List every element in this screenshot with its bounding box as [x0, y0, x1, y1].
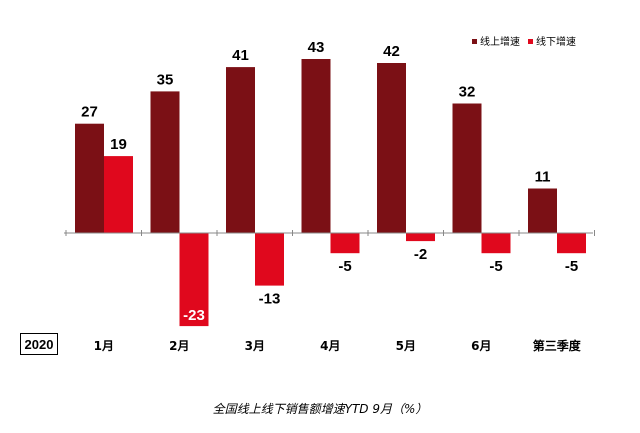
bar-online-6	[452, 103, 482, 233]
bar-offline-7	[557, 233, 586, 254]
value-label-offline-6: -5	[489, 258, 502, 275]
bar-online-5	[377, 63, 406, 233]
category-label-5月: 5月	[396, 339, 416, 353]
value-label-online-3: 41	[232, 47, 249, 64]
category-label-6月: 6月	[471, 339, 491, 353]
value-label-offline-7: -5	[565, 258, 578, 275]
chart-caption: 全国线上线下销售额增速YTD 9月（%）	[212, 402, 428, 416]
category-label-4月: 4月	[320, 339, 340, 353]
bar-online-4	[301, 59, 331, 233]
legend-offline-label: 线下增速	[536, 35, 576, 48]
category-label-1月: 1月	[94, 339, 114, 353]
legend-online-label: 线上增速	[480, 35, 520, 48]
bar-offline-2	[179, 233, 209, 327]
value-label-offline-5: -2	[414, 246, 427, 263]
bar-offline-3	[255, 233, 284, 286]
category-label-第三季度: 第三季度	[533, 338, 582, 353]
bar-offline-1	[104, 156, 133, 233]
bar-online-2	[150, 91, 180, 234]
bar-offline-6	[481, 233, 511, 254]
bar-offline-5	[406, 233, 435, 242]
value-label-online-7: 11	[535, 169, 551, 186]
value-label-online-4: 43	[308, 39, 325, 56]
bar-online-7	[528, 188, 557, 233]
legend-offline-swatch	[528, 39, 533, 44]
bar-offline-4	[330, 233, 360, 254]
value-label-online-2: 35	[157, 71, 174, 88]
value-label-online-5: 42	[383, 43, 400, 60]
value-label-online-1: 27	[81, 104, 98, 121]
bar-online-3	[226, 67, 255, 233]
value-label-offline-3: -13	[259, 291, 281, 308]
value-label-online-6: 32	[459, 84, 476, 101]
value-label-offline-4: -5	[338, 258, 351, 275]
bar-online-1	[75, 123, 104, 233]
year-label: 2020	[20, 333, 58, 355]
category-label-2月: 2月	[169, 339, 189, 353]
category-label-3月: 3月	[245, 339, 265, 353]
legend-online-swatch	[472, 39, 477, 44]
value-label-offline-1: 19	[110, 136, 127, 153]
value-label-offline-2: -23	[183, 307, 205, 324]
